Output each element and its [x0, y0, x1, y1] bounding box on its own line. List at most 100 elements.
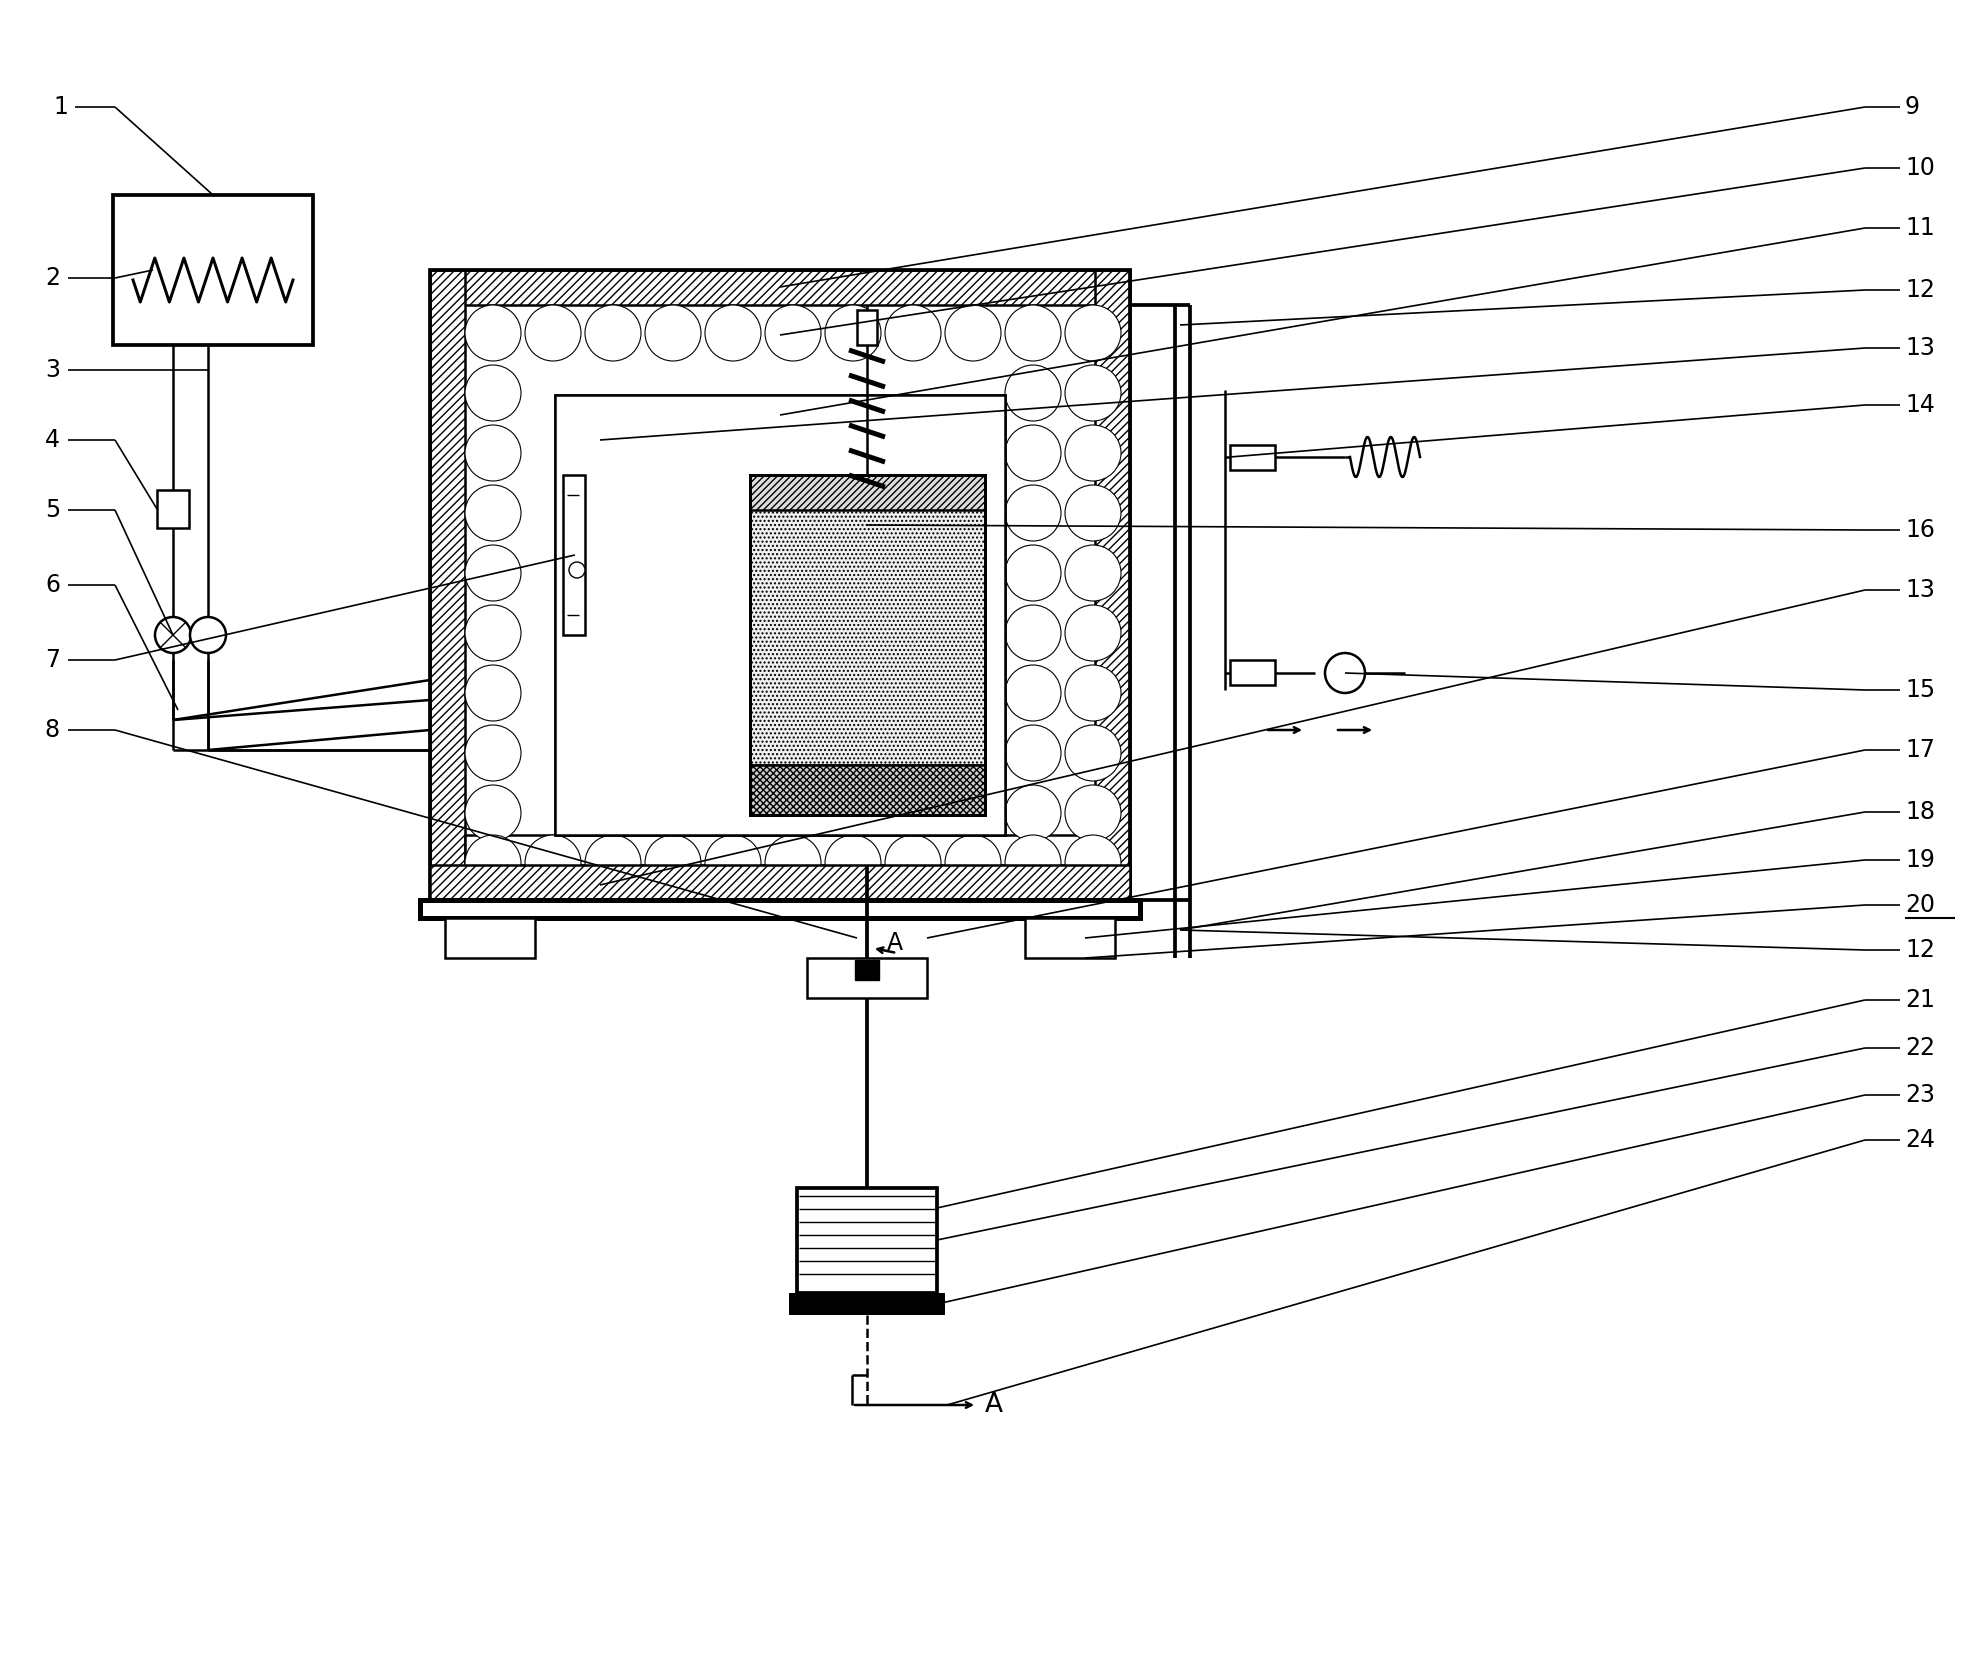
- Text: 11: 11: [1905, 215, 1935, 240]
- Circle shape: [464, 605, 522, 661]
- Text: 24: 24: [1905, 1128, 1935, 1153]
- Text: 2: 2: [45, 265, 59, 290]
- Text: 23: 23: [1905, 1083, 1935, 1108]
- Circle shape: [1006, 836, 1061, 891]
- Circle shape: [191, 617, 226, 652]
- Text: 8: 8: [45, 717, 59, 742]
- Circle shape: [1006, 545, 1061, 600]
- Text: 10: 10: [1905, 157, 1935, 180]
- Bar: [429, 866, 1130, 901]
- Circle shape: [1006, 485, 1061, 540]
- Circle shape: [766, 836, 821, 891]
- Text: 17: 17: [1905, 737, 1935, 762]
- Circle shape: [886, 836, 941, 891]
- Circle shape: [1065, 786, 1122, 841]
- Circle shape: [1006, 305, 1061, 360]
- Circle shape: [1065, 425, 1122, 480]
- Circle shape: [886, 305, 941, 360]
- Bar: [112, 195, 313, 345]
- Text: 12: 12: [1905, 279, 1935, 302]
- Text: 13: 13: [1905, 579, 1935, 602]
- Circle shape: [1065, 365, 1122, 420]
- Circle shape: [705, 305, 762, 360]
- Circle shape: [1006, 786, 1061, 841]
- Circle shape: [1006, 726, 1061, 781]
- Circle shape: [825, 836, 882, 891]
- Circle shape: [464, 666, 522, 721]
- Bar: [555, 395, 1006, 836]
- Circle shape: [1324, 652, 1366, 692]
- Circle shape: [525, 836, 581, 891]
- Bar: [750, 475, 986, 816]
- Circle shape: [646, 836, 701, 891]
- Bar: [419, 901, 1139, 917]
- Bar: [1230, 445, 1275, 470]
- Circle shape: [1065, 836, 1122, 891]
- Text: 15: 15: [1905, 677, 1935, 702]
- Bar: [750, 766, 986, 816]
- Text: 9: 9: [1905, 95, 1921, 118]
- Circle shape: [945, 836, 1002, 891]
- Bar: [750, 475, 986, 510]
- Circle shape: [945, 305, 1002, 360]
- Bar: [563, 475, 584, 636]
- Circle shape: [464, 425, 522, 480]
- Text: 1: 1: [53, 95, 69, 118]
- Bar: [464, 836, 1094, 866]
- Bar: [1230, 661, 1275, 686]
- Circle shape: [1006, 605, 1061, 661]
- Bar: [445, 917, 535, 957]
- Text: 7: 7: [45, 647, 59, 672]
- Bar: [429, 866, 1130, 901]
- Bar: [157, 490, 189, 529]
- Bar: [856, 310, 878, 345]
- Text: 6: 6: [45, 574, 59, 597]
- Circle shape: [825, 305, 882, 360]
- Bar: [1025, 917, 1116, 957]
- Bar: [429, 270, 1130, 901]
- Circle shape: [1006, 666, 1061, 721]
- Circle shape: [1006, 365, 1061, 420]
- Circle shape: [155, 617, 191, 652]
- Bar: [807, 957, 927, 997]
- Circle shape: [464, 545, 522, 600]
- Circle shape: [525, 305, 581, 360]
- Bar: [429, 270, 464, 901]
- Bar: [750, 505, 986, 766]
- Text: 21: 21: [1905, 987, 1935, 1012]
- Text: 13: 13: [1905, 335, 1935, 360]
- Text: 19: 19: [1905, 847, 1935, 872]
- Bar: [555, 395, 1006, 836]
- Circle shape: [1006, 425, 1061, 480]
- Text: 14: 14: [1905, 394, 1935, 417]
- Bar: [789, 1293, 945, 1314]
- Text: 3: 3: [45, 359, 59, 382]
- Bar: [429, 270, 1130, 305]
- Bar: [1094, 270, 1130, 901]
- Circle shape: [1065, 726, 1122, 781]
- Circle shape: [646, 305, 701, 360]
- Circle shape: [1065, 305, 1122, 360]
- Circle shape: [464, 726, 522, 781]
- Text: 5: 5: [45, 499, 59, 522]
- Text: 22: 22: [1905, 1036, 1935, 1059]
- Circle shape: [584, 305, 642, 360]
- Text: A: A: [888, 931, 903, 956]
- Circle shape: [464, 485, 522, 540]
- Circle shape: [1065, 485, 1122, 540]
- Circle shape: [1065, 666, 1122, 721]
- Circle shape: [464, 365, 522, 420]
- Circle shape: [705, 836, 762, 891]
- Text: A: A: [986, 1393, 1004, 1418]
- Text: 4: 4: [45, 429, 59, 452]
- Text: 18: 18: [1905, 801, 1935, 824]
- Bar: [854, 961, 880, 981]
- Circle shape: [569, 562, 584, 579]
- Circle shape: [584, 836, 642, 891]
- Text: 16: 16: [1905, 519, 1935, 542]
- Text: 20: 20: [1905, 892, 1935, 917]
- Circle shape: [464, 786, 522, 841]
- Circle shape: [1065, 605, 1122, 661]
- Bar: [797, 1188, 937, 1293]
- Text: 12: 12: [1905, 937, 1935, 962]
